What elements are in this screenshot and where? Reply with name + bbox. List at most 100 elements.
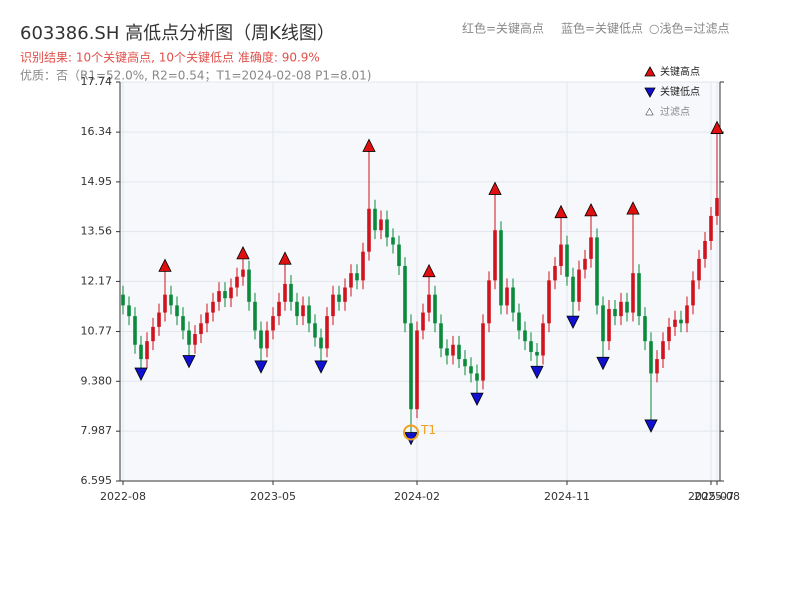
candle-body <box>367 208 371 252</box>
y-tick-label: 6.595 <box>81 474 113 487</box>
candle-body <box>583 258 587 270</box>
candle-body <box>187 330 191 345</box>
candle-body <box>181 316 185 331</box>
candle-body <box>673 319 677 327</box>
candle-body <box>271 316 275 331</box>
candle-body <box>415 330 419 410</box>
legend-label: 过滤点 <box>660 105 690 118</box>
candle-body <box>343 287 347 302</box>
candle-body <box>613 308 617 317</box>
key-high-marker <box>488 181 502 195</box>
candle-body <box>679 319 683 324</box>
candle-body <box>217 291 221 302</box>
y-tick-label: 13.56 <box>81 225 113 238</box>
key-high-marker <box>626 201 640 215</box>
top-legend: 红色=关键高点 <box>462 21 544 36</box>
candle-body <box>529 341 533 352</box>
candle-body <box>223 291 227 299</box>
candle-body <box>289 283 293 302</box>
candle-body <box>349 273 353 288</box>
y-tick-label: 16.34 <box>81 125 113 138</box>
key-high-marker <box>710 120 724 134</box>
candle-body <box>355 273 359 281</box>
key-low-marker <box>470 392 484 407</box>
candle-body <box>595 237 599 306</box>
key-low-marker <box>182 355 196 369</box>
candle-body <box>247 269 251 302</box>
candle-body <box>463 359 467 367</box>
candle-body <box>133 316 137 345</box>
candle-body <box>553 266 557 281</box>
candle-body <box>235 276 239 288</box>
key-low-marker <box>566 315 580 330</box>
candle-body <box>283 283 287 302</box>
candle-body <box>481 323 485 381</box>
candle-body <box>379 219 383 231</box>
x-tick-label: 2025-07 <box>688 490 734 503</box>
candle-body <box>715 197 719 216</box>
candle-body <box>139 344 143 360</box>
candle-body <box>493 230 497 281</box>
candle-body <box>253 301 257 331</box>
key-low-marker <box>254 360 268 374</box>
candle-body <box>211 301 215 313</box>
candle-body <box>577 269 581 302</box>
key-high-marker <box>422 263 436 278</box>
candle-body <box>535 351 539 356</box>
candle-body <box>547 280 551 324</box>
key-high-marker <box>236 245 250 260</box>
subtitle: 识别结果: 10个关键高点, 10个关键低点 准确度: 90.9% <box>20 50 320 65</box>
chart-title: 603386.SH 高低点分析图（周K线图） <box>20 23 335 44</box>
key-low-marker <box>530 365 544 380</box>
candle-body <box>517 312 521 331</box>
candle-body <box>685 305 689 324</box>
y-tick-label: 12.17 <box>81 274 113 287</box>
x-tick-label: 2024-11 <box>544 490 590 503</box>
candle-body <box>391 237 395 245</box>
candle-body <box>661 341 665 360</box>
candle-body <box>565 244 569 277</box>
candle-body <box>259 330 263 349</box>
candle-body <box>169 294 173 306</box>
candle-body <box>265 330 269 349</box>
candle-body <box>385 219 389 238</box>
candle-body <box>655 359 659 374</box>
candle-body <box>127 305 131 317</box>
candle-body <box>559 244 563 267</box>
candle-body <box>697 258 701 281</box>
candle-body <box>337 294 341 302</box>
annotation-ring <box>403 424 419 441</box>
key-low-marker <box>644 419 658 433</box>
candle-body <box>703 240 707 259</box>
candle-body <box>691 280 695 306</box>
candle-body <box>631 273 635 313</box>
candle-body <box>505 287 509 306</box>
key-high-marker <box>584 203 598 217</box>
candle-body <box>649 341 653 374</box>
candle-body <box>607 308 611 342</box>
legend-label: 关键高点 <box>660 65 700 78</box>
candle-body <box>451 344 455 356</box>
candle-body <box>523 330 527 342</box>
candle-body <box>313 323 317 338</box>
candle-body <box>319 337 323 349</box>
candle-body <box>421 312 425 331</box>
candle-body <box>667 326 671 342</box>
candle-body <box>625 301 629 313</box>
candle-body <box>151 326 155 342</box>
candle-body <box>301 305 305 317</box>
candle-body <box>409 323 413 410</box>
candle-body <box>403 266 407 324</box>
x-tick-label: 2023-05 <box>250 490 296 503</box>
candle-body <box>277 301 281 317</box>
key-high-marker <box>278 251 292 265</box>
candle-body <box>487 280 491 324</box>
candle-body <box>199 323 203 335</box>
candle-body <box>511 287 515 313</box>
candle-body <box>637 273 641 317</box>
candle-body <box>433 294 437 324</box>
candle-body <box>571 276 575 302</box>
annotation-label: T1 <box>420 423 436 437</box>
y-tick-label: 14.95 <box>81 175 113 188</box>
